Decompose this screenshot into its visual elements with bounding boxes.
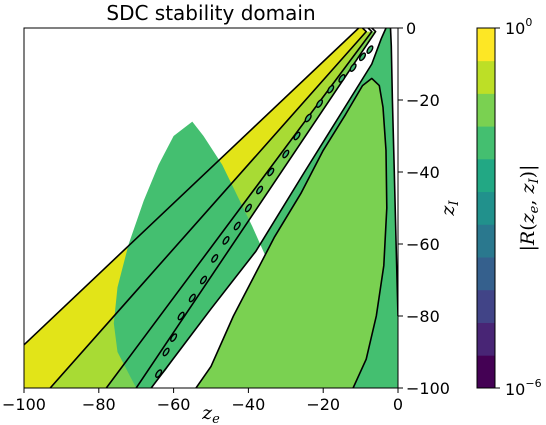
colorbar-band-2 (477, 289, 495, 323)
colorbar-band-9 (477, 60, 495, 94)
y-tick-label-5: −100 (406, 379, 450, 398)
contour-region-4 (196, 78, 387, 388)
y-axis-ticks: 0 −20 −40 −60 −80 −100 (398, 19, 450, 398)
x-tick-label-2: −60 (157, 395, 191, 414)
contour-island-8 (233, 221, 241, 231)
contour-island-4 (188, 293, 196, 303)
contour-island-0 (155, 369, 163, 378)
colorbar-band-8 (477, 93, 495, 127)
colorbar-label: |R(ze, zI)| (517, 165, 542, 252)
colorbar-band-5 (477, 191, 495, 225)
colorbar-band-3 (477, 257, 495, 291)
contour-island-13 (293, 131, 301, 141)
colorbar-frame (476, 27, 496, 389)
y-tick-label-4: −80 (406, 307, 440, 326)
y-axis-label: zI (437, 200, 462, 217)
colorbar-band-0 (477, 355, 495, 389)
colorbar-band-6 (477, 158, 495, 193)
contour-island-9 (244, 203, 252, 213)
y-tick-label-1: −20 (406, 91, 440, 110)
contour-line-4 (150, 28, 387, 388)
contour-island-11 (267, 167, 275, 177)
contour-island-1 (162, 347, 170, 357)
contour-island-19 (358, 52, 367, 62)
colorbar-band-4 (477, 224, 495, 258)
contour-line-6 (389, 28, 398, 317)
x-tick-label-4: −20 (306, 395, 340, 414)
contour-line-1 (49, 28, 367, 388)
x-tick-label-5: 0 (393, 395, 403, 414)
contour-islands (155, 45, 374, 378)
contour-island-20 (366, 45, 374, 54)
contour-island-3 (177, 311, 185, 321)
y-tick-label-3: −60 (406, 235, 440, 254)
plot-frame (23, 27, 399, 389)
contour-island-14 (304, 113, 312, 123)
x-axis-label: ze (201, 402, 220, 425)
contour-line-0 (24, 28, 360, 346)
colorbar-band-10 (477, 28, 495, 62)
colorbar-bottom-label: 10−6 (505, 377, 542, 399)
contour-island-7 (222, 236, 230, 245)
contour-island-5 (199, 275, 208, 285)
contour-island-2 (170, 333, 178, 342)
contour-island-12 (282, 149, 290, 159)
contour-island-10 (256, 185, 264, 195)
colorbar-band-7 (477, 126, 495, 160)
colorbar (477, 27, 500, 389)
contour-island-15 (315, 99, 324, 108)
x-axis-ticks: −100 −80 −60 −40 −20 0 (2, 388, 403, 414)
contour-island-18 (349, 63, 357, 72)
contour-line-2 (105, 28, 373, 388)
chart-title: SDC stability domain (106, 1, 315, 25)
colorbar-top-label: 100 (505, 16, 532, 38)
y-tick-label-0: 0 (406, 19, 416, 38)
x-tick-label-0: −100 (2, 395, 46, 414)
y-tick-label-2: −40 (406, 163, 440, 182)
colorbar-band-1 (477, 322, 495, 356)
contour-line-3 (135, 28, 377, 388)
contour-island-16 (327, 84, 335, 94)
contour-lines (24, 28, 398, 388)
contour-island-17 (338, 74, 346, 83)
contour-island-6 (211, 254, 219, 263)
x-tick-label-1: −80 (82, 395, 116, 414)
contour-line-5 (195, 77, 388, 388)
x-tick-label-3: −40 (232, 395, 266, 414)
